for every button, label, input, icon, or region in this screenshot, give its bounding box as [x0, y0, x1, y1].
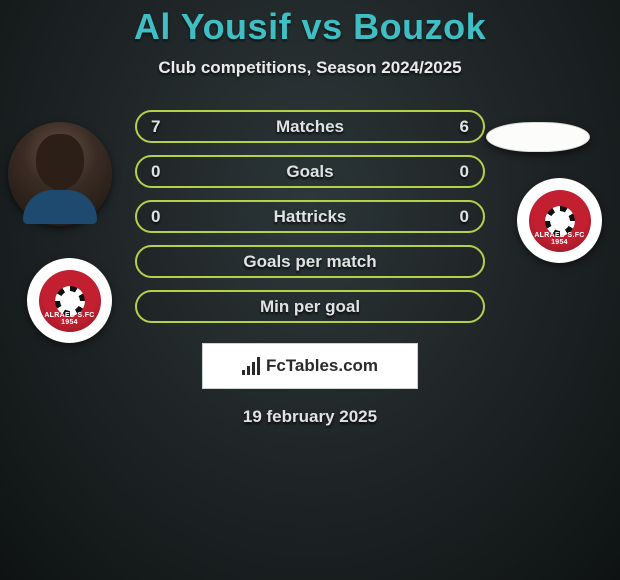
club-shield-label: ALRAED S.FC1954 — [44, 312, 94, 326]
stat-right-value: 0 — [460, 207, 469, 227]
stat-label: Matches — [276, 117, 344, 137]
stat-row: Min per goal — [135, 290, 485, 323]
card-root: Al Yousif vs Bouzok Club competitions, S… — [0, 0, 620, 580]
stat-label: Hattricks — [274, 207, 347, 227]
stat-label: Goals — [286, 162, 333, 182]
player2-avatar — [486, 122, 590, 152]
club-shield-label: ALRAED S.FC1954 — [534, 232, 584, 246]
stat-row: 7 Matches 6 — [135, 110, 485, 143]
club-shield-icon: ALRAED S.FC1954 — [529, 190, 591, 252]
player1-avatar — [8, 122, 112, 226]
stat-left-value: 0 — [151, 162, 160, 182]
stat-left-value: 7 — [151, 117, 160, 137]
stat-row: Goals per match — [135, 245, 485, 278]
bars-icon — [242, 357, 260, 375]
source-badge: FcTables.com — [202, 343, 418, 389]
stat-right-value: 0 — [460, 162, 469, 182]
source-label: FcTables.com — [266, 356, 378, 376]
stat-label: Goals per match — [243, 252, 376, 272]
stat-left-value: 0 — [151, 207, 160, 227]
stat-right-value: 6 — [460, 117, 469, 137]
stat-row: 0 Hattricks 0 — [135, 200, 485, 233]
stat-row: 0 Goals 0 — [135, 155, 485, 188]
player1-club-logo: ALRAED S.FC1954 — [27, 258, 112, 343]
subtitle: Club competitions, Season 2024/2025 — [0, 58, 620, 78]
date-line: 19 february 2025 — [0, 407, 620, 427]
page-title: Al Yousif vs Bouzok — [0, 0, 620, 48]
club-shield-icon: ALRAED S.FC1954 — [39, 270, 101, 332]
stat-label: Min per goal — [260, 297, 360, 317]
player2-club-logo: ALRAED S.FC1954 — [517, 178, 602, 263]
